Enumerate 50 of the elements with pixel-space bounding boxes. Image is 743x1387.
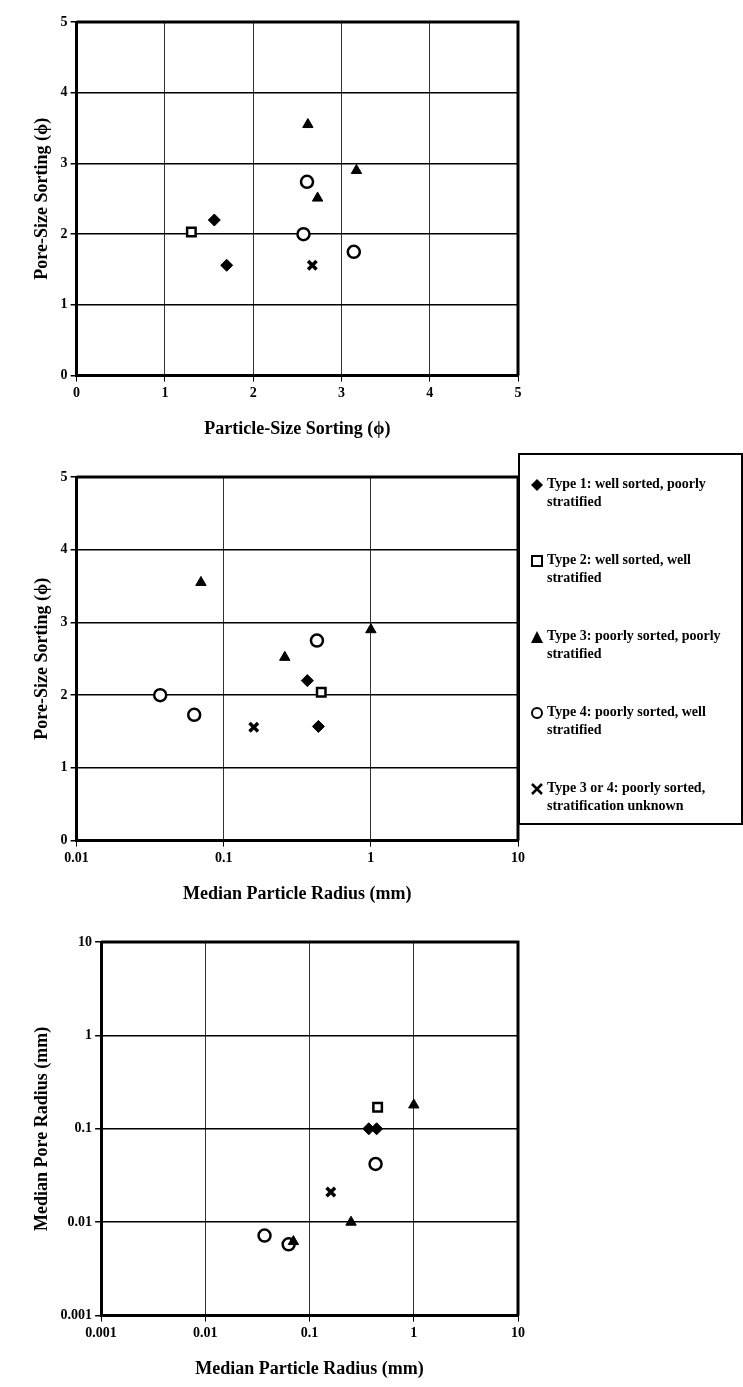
y-tick-label: 3: [60, 155, 68, 171]
point: [220, 258, 234, 272]
y-tick-label: 1: [85, 1027, 93, 1043]
legend-label: Type 4: poorly sorted, well stratified: [547, 703, 707, 739]
y-tick-label: 4: [60, 84, 68, 100]
x-tick-label: 10: [511, 849, 525, 865]
legend-label: Type 3: poorly sorted, poorly stratified: [547, 627, 722, 663]
y-tick-label: 0.001: [60, 1307, 93, 1323]
y-axis-title: Median Pore Radius (mm): [31, 1026, 53, 1231]
legend-label: Type 2: well sorted, well stratified: [547, 551, 692, 587]
y-tick-label: 3: [60, 614, 68, 630]
y-tick-label: 0.1: [74, 1120, 93, 1136]
point: [185, 226, 197, 238]
y-tick-label: 5: [60, 468, 68, 484]
y-tick-label: 0.01: [67, 1213, 93, 1229]
x-tick-label: 0.1: [214, 849, 233, 865]
point: [346, 244, 362, 260]
point: [296, 226, 311, 242]
x-tick-label: 0.01: [193, 1324, 218, 1340]
y-tick-label: 4: [60, 541, 68, 557]
point: [350, 164, 363, 175]
y-tick-label: 10: [78, 933, 93, 949]
x-tick-label: 10: [511, 1324, 525, 1340]
point: [207, 213, 221, 227]
x-axis-title: Median Particle Radius (mm): [195, 1357, 424, 1379]
y-tick-label: 1: [60, 759, 68, 775]
x-tick-label: 1: [161, 384, 169, 400]
x-tick-label: 1: [367, 849, 375, 865]
y-axis-title: Pore-Size Sorting (ϕ): [31, 117, 53, 280]
legend-label: Type 3 or 4: poorly sorted, stratification unknown: [547, 779, 707, 815]
y-tick-label: 1: [60, 296, 68, 312]
x-tick-label: 1: [410, 1324, 418, 1340]
point: [311, 191, 324, 202]
x-tick-label: 2: [249, 384, 257, 400]
x-tick-label: 3: [337, 384, 345, 400]
x-tick-label: 5: [514, 384, 522, 400]
x-axis-title: Particle-Size Sorting (ϕ): [204, 417, 391, 439]
y-tick-label: 0: [60, 832, 68, 848]
point: [306, 259, 319, 272]
y-tick-label: 2: [60, 225, 68, 241]
point: [302, 118, 314, 129]
y-tick-label: 5: [60, 13, 68, 29]
legend-label: Type 1: well sorted, poorly stratified: [547, 475, 707, 511]
y-axis-title: Pore-Size Sorting (ϕ): [31, 577, 53, 740]
x-tick-label: 4: [426, 384, 434, 400]
x-tick-label: 0.1: [300, 1324, 319, 1340]
y-tick-label: 2: [60, 686, 68, 702]
point: [299, 174, 315, 190]
y-tick-label: 0: [60, 367, 68, 383]
x-axis-title: Median Particle Radius (mm): [183, 882, 412, 904]
